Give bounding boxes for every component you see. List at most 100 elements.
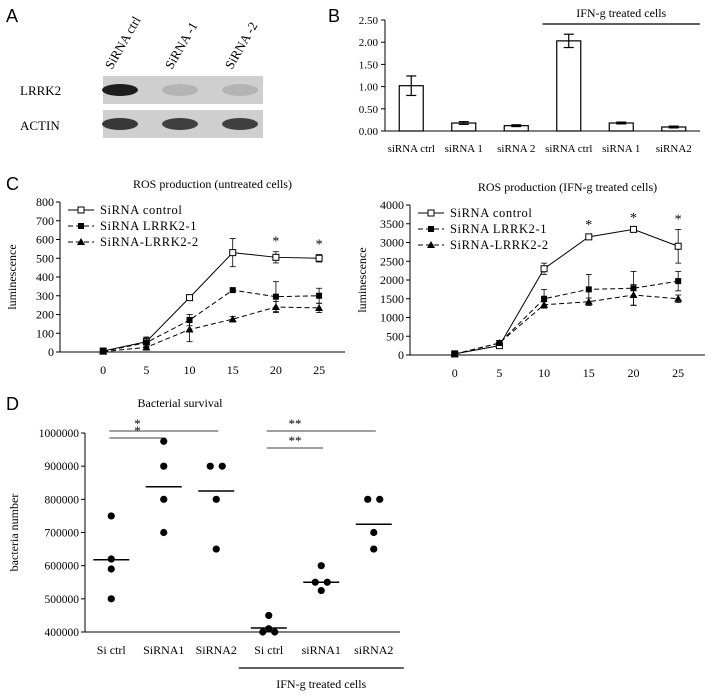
significance-marker: * xyxy=(134,416,141,431)
data-point xyxy=(272,293,279,300)
x-tick-label: 20 xyxy=(627,366,639,380)
y-tick-label: 900000 xyxy=(45,461,80,473)
data-point xyxy=(212,495,220,503)
y-tick-label: 1.50 xyxy=(359,59,379,71)
legend-label: SiRNA control xyxy=(100,203,182,217)
y-tick-label: 700000 xyxy=(45,528,80,540)
data-point xyxy=(540,300,549,308)
x-tick-label: siRNA ctrl xyxy=(545,143,592,155)
y-tick-label: 100 xyxy=(36,326,54,340)
x-tick-label: Si ctrl xyxy=(254,643,284,657)
y-tick-label: 0.50 xyxy=(359,104,379,116)
significance-marker: * xyxy=(272,235,279,250)
y-tick-label: 0 xyxy=(398,348,404,362)
x-tick-label: siRNA1 xyxy=(302,643,341,657)
data-point xyxy=(160,528,168,537)
blot-band xyxy=(162,84,198,96)
y-tick-label: 1000 xyxy=(380,311,404,325)
data-point xyxy=(317,586,325,595)
legend-label: SiRNA-LRRK2-2 xyxy=(100,235,199,249)
y-tick-label: 800000 xyxy=(45,494,80,506)
data-point xyxy=(495,339,504,346)
legend-marker xyxy=(427,209,435,217)
blot-band xyxy=(102,118,138,130)
x-tick-label: 10 xyxy=(184,363,196,377)
data-point xyxy=(259,628,267,636)
legend-marker xyxy=(427,241,435,248)
y-tick-label: 0 xyxy=(48,345,54,359)
western-blot: SiRNA ctrl SiRNA -1 SiRNA -2 LRRK2 ACTIN xyxy=(20,13,263,138)
x-tick-label: siRNA 1 xyxy=(602,143,640,155)
chart-c2-ros-ifn: ROS production (IFN-g treated cells) 0 500… xyxy=(355,180,705,380)
legend-marker xyxy=(77,206,85,214)
data-point xyxy=(107,512,115,520)
series-line xyxy=(103,306,320,353)
data-point xyxy=(206,462,214,470)
series-line xyxy=(103,289,320,352)
legend-marker xyxy=(77,238,85,245)
blot-row-label-lrrk2: LRRK2 xyxy=(20,83,61,98)
y-tick-label: 800 xyxy=(36,195,54,209)
legend-marker xyxy=(78,223,84,229)
series-line xyxy=(454,294,679,355)
y-tick-label: 600 xyxy=(36,233,54,247)
x-tick-label: siRNA2 xyxy=(354,643,393,657)
legend-label: SiRNA-LRRK2-2 xyxy=(450,238,549,252)
ifn-group-label: IFN-g treated cells xyxy=(576,6,666,20)
data-point xyxy=(316,292,323,299)
series-line xyxy=(454,280,679,355)
blot-band xyxy=(102,84,138,96)
data-point xyxy=(186,294,194,302)
x-tick-label: SiRNA2 xyxy=(196,643,237,657)
data-point xyxy=(99,347,108,355)
y-tick-label: 4000 xyxy=(380,198,404,212)
data-point xyxy=(212,545,220,553)
significance-marker: * xyxy=(316,238,323,253)
data-point xyxy=(540,265,548,273)
chart-c1-ros-untreated: ROS production (untreated cells)01002003… xyxy=(5,177,345,377)
bar xyxy=(398,85,424,132)
y-axis-label: luminescence xyxy=(355,247,369,312)
y-tick-label: 2.00 xyxy=(359,37,379,49)
data-point xyxy=(271,303,280,310)
y-axis-label: bacteria number xyxy=(7,494,21,572)
x-tick-label: 15 xyxy=(583,366,595,380)
data-point xyxy=(142,343,151,351)
y-tick-label: 1.00 xyxy=(359,82,379,94)
y-tick-label: 300 xyxy=(36,289,54,303)
y-tick-label: 1000000 xyxy=(39,428,80,440)
data-point xyxy=(675,278,682,285)
significance-marker: ** xyxy=(289,416,302,431)
data-point xyxy=(143,339,150,346)
data-point xyxy=(265,611,273,620)
x-tick-label: 25 xyxy=(672,366,684,380)
y-tick-label: 500 xyxy=(36,251,54,265)
panel-letter-b: B xyxy=(328,6,340,26)
legend-marker xyxy=(428,226,434,232)
chart-title: ROS production (IFN-g treated cells) xyxy=(478,180,657,194)
y-tick-label: 700 xyxy=(36,214,54,228)
blot-lane-label: SiRNA ctrl xyxy=(102,13,144,71)
x-tick-label: 20 xyxy=(270,363,282,377)
data-point xyxy=(107,565,115,573)
significance-marker: * xyxy=(630,211,637,226)
x-tick-label: 25 xyxy=(313,363,325,377)
series-line xyxy=(454,228,679,355)
data-point xyxy=(160,437,168,445)
blot-lane-label: SiRNA -2 xyxy=(222,19,261,71)
panel-letter-a: A xyxy=(6,6,18,26)
y-tick-label: 500 xyxy=(386,329,404,343)
data-point xyxy=(450,350,459,358)
data-point xyxy=(228,315,237,323)
y-tick-label: 400000 xyxy=(45,627,80,639)
y-tick-label: 400 xyxy=(36,270,54,284)
panel-letter-d: D xyxy=(6,394,19,414)
x-tick-label: 0 xyxy=(100,363,106,377)
legend-label: SiRNA control xyxy=(450,206,532,220)
x-tick-label: 5 xyxy=(143,363,149,377)
x-tick-label: siRNA2 xyxy=(656,143,692,155)
x-tick-label: Si ctrl xyxy=(97,643,127,657)
blot-lane-label: SiRNA -1 xyxy=(162,19,201,71)
data-point xyxy=(229,287,236,294)
blot-row-label-actin: ACTIN xyxy=(20,118,60,133)
